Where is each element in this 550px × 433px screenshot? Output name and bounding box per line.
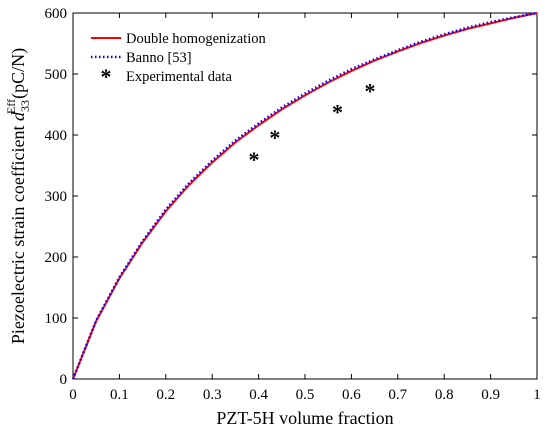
- x-tick-label: 0.3: [203, 387, 222, 403]
- x-tick-label: 0.2: [156, 387, 175, 403]
- y-tick-label: 400: [45, 128, 68, 144]
- x-tick-label: 0.4: [249, 387, 268, 403]
- y-tick-label: 500: [45, 67, 68, 83]
- legend-label-double-homogenization: Double homogenization: [126, 31, 266, 47]
- y-tick-label: 100: [45, 311, 68, 327]
- y-axis-label-suffix: (pC/N): [8, 48, 29, 99]
- x-tick-label: 0.1: [110, 387, 129, 403]
- x-tick-label: 0.6: [342, 387, 361, 403]
- legend: Double homogenization Banno [53] * Exper…: [83, 23, 293, 99]
- y-tick-label: 300: [45, 189, 68, 205]
- series-line-banno: [71, 11, 538, 380]
- x-tick-label: 0: [69, 387, 77, 403]
- x-tick-label: 0.8: [435, 387, 454, 403]
- y-axis-ticks: 0 100 200 300 400 500 600: [45, 6, 537, 388]
- series-line-double-homogenization: [72, 12, 538, 380]
- x-tick-label: 0.7: [388, 387, 407, 403]
- y-tick-label: 200: [45, 250, 68, 266]
- x-axis-label: PZT-5H volume fraction: [216, 408, 393, 428]
- experimental-point: *: [332, 100, 343, 125]
- y-axis-label-prefix: Piezoelectric strain coefficient: [8, 121, 28, 344]
- x-tick-label: 0.9: [481, 387, 500, 403]
- legend-label-banno: Banno [53]: [126, 50, 192, 66]
- y-axis-label-subscript: 33: [18, 100, 32, 112]
- x-tick-label: 1: [533, 387, 541, 403]
- y-axis-label-symbol: d: [8, 111, 28, 121]
- legend-box: [83, 23, 293, 99]
- experimental-point: *: [364, 78, 375, 103]
- y-axis-label-superscript: Eff: [4, 99, 18, 114]
- legend-marker-experimental: *: [101, 64, 112, 89]
- legend-label-experimental: Experimental data: [126, 69, 232, 85]
- x-axis-ticks: 0 0.1 0.2 0.3 0.4 0.5 0.6 0.7 0.8 0.9 1: [69, 13, 541, 403]
- y-tick-label: 0: [60, 372, 68, 388]
- y-tick-label: 600: [45, 6, 68, 22]
- y-axis-label: Piezoelectric strain coefficient d33Eff(…: [4, 48, 32, 344]
- experimental-point: *: [248, 147, 259, 172]
- experimental-point: *: [269, 125, 280, 150]
- x-tick-label: 0.5: [296, 387, 315, 403]
- series-layer: * * * *: [71, 11, 538, 380]
